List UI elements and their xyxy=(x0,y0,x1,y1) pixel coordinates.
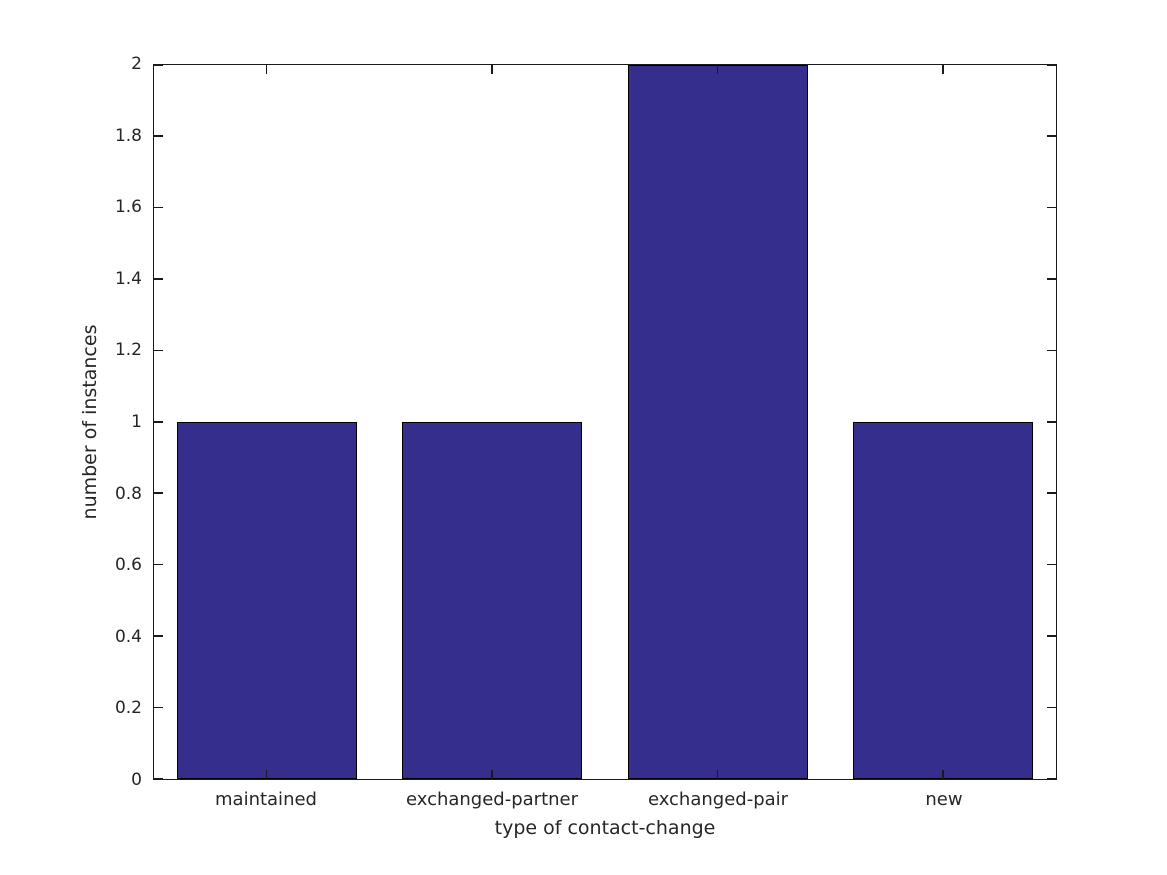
y-tick-label: 0 xyxy=(131,770,142,790)
x-tick-bottom xyxy=(491,770,493,779)
y-tick-right xyxy=(1047,135,1056,137)
y-tick-left xyxy=(154,135,163,137)
x-tick-label: exchanged-partner xyxy=(405,789,579,810)
y-tick-right xyxy=(1047,778,1056,780)
y-tick-label: 1.6 xyxy=(114,197,142,218)
y-tick-right xyxy=(1047,635,1056,637)
y-tick-left xyxy=(154,706,163,709)
x-tick-bottom xyxy=(942,770,944,779)
y-tick-label: 1.2 xyxy=(114,340,142,361)
y-tick-right xyxy=(1047,206,1056,209)
bar-exchanged-pair xyxy=(627,65,808,779)
y-tick-left xyxy=(154,206,163,209)
y-tick-label: 0.4 xyxy=(114,626,142,647)
x-tick-top xyxy=(265,65,268,74)
y-tick-left xyxy=(154,563,163,566)
y-tick-right xyxy=(1047,278,1056,280)
y-tick-right xyxy=(1047,492,1056,494)
bar-new xyxy=(853,422,1034,779)
x-tick-label: maintained xyxy=(215,789,317,810)
x-tick-top xyxy=(716,65,719,74)
y-tick-left xyxy=(154,778,163,780)
y-tick-label: 0.2 xyxy=(114,698,142,719)
y-tick-right xyxy=(1047,64,1056,66)
x-tick-label: new xyxy=(925,789,963,810)
y-tick-right xyxy=(1047,563,1056,566)
y-tick-right xyxy=(1047,421,1056,423)
y-tick-left xyxy=(154,278,163,280)
x-tick-bottom xyxy=(716,770,719,779)
x-tick-top xyxy=(491,65,493,74)
y-tick-right xyxy=(1047,349,1056,352)
bar-exchanged-partner xyxy=(402,422,583,779)
plot-area xyxy=(153,64,1057,780)
bar-maintained xyxy=(176,422,357,779)
y-tick-right xyxy=(1047,706,1056,709)
y-tick-label: 0.6 xyxy=(114,555,142,576)
x-tick-label: exchanged-pair xyxy=(647,789,789,810)
x-tick-top xyxy=(942,65,944,74)
y-tick-left xyxy=(154,635,163,637)
y-tick-left xyxy=(154,64,163,66)
y-tick-label: 1.4 xyxy=(114,268,142,289)
x-axis-label: type of contact-change xyxy=(494,817,716,839)
y-tick-left xyxy=(154,349,163,352)
y-tick-label: 0.8 xyxy=(114,483,142,504)
y-tick-label: 1.8 xyxy=(114,125,142,146)
y-tick-left xyxy=(154,492,163,494)
x-tick-bottom xyxy=(265,770,268,779)
y-tick-label: 1 xyxy=(131,412,142,432)
y-tick-label: 2 xyxy=(131,54,142,74)
y-tick-left xyxy=(154,421,163,423)
